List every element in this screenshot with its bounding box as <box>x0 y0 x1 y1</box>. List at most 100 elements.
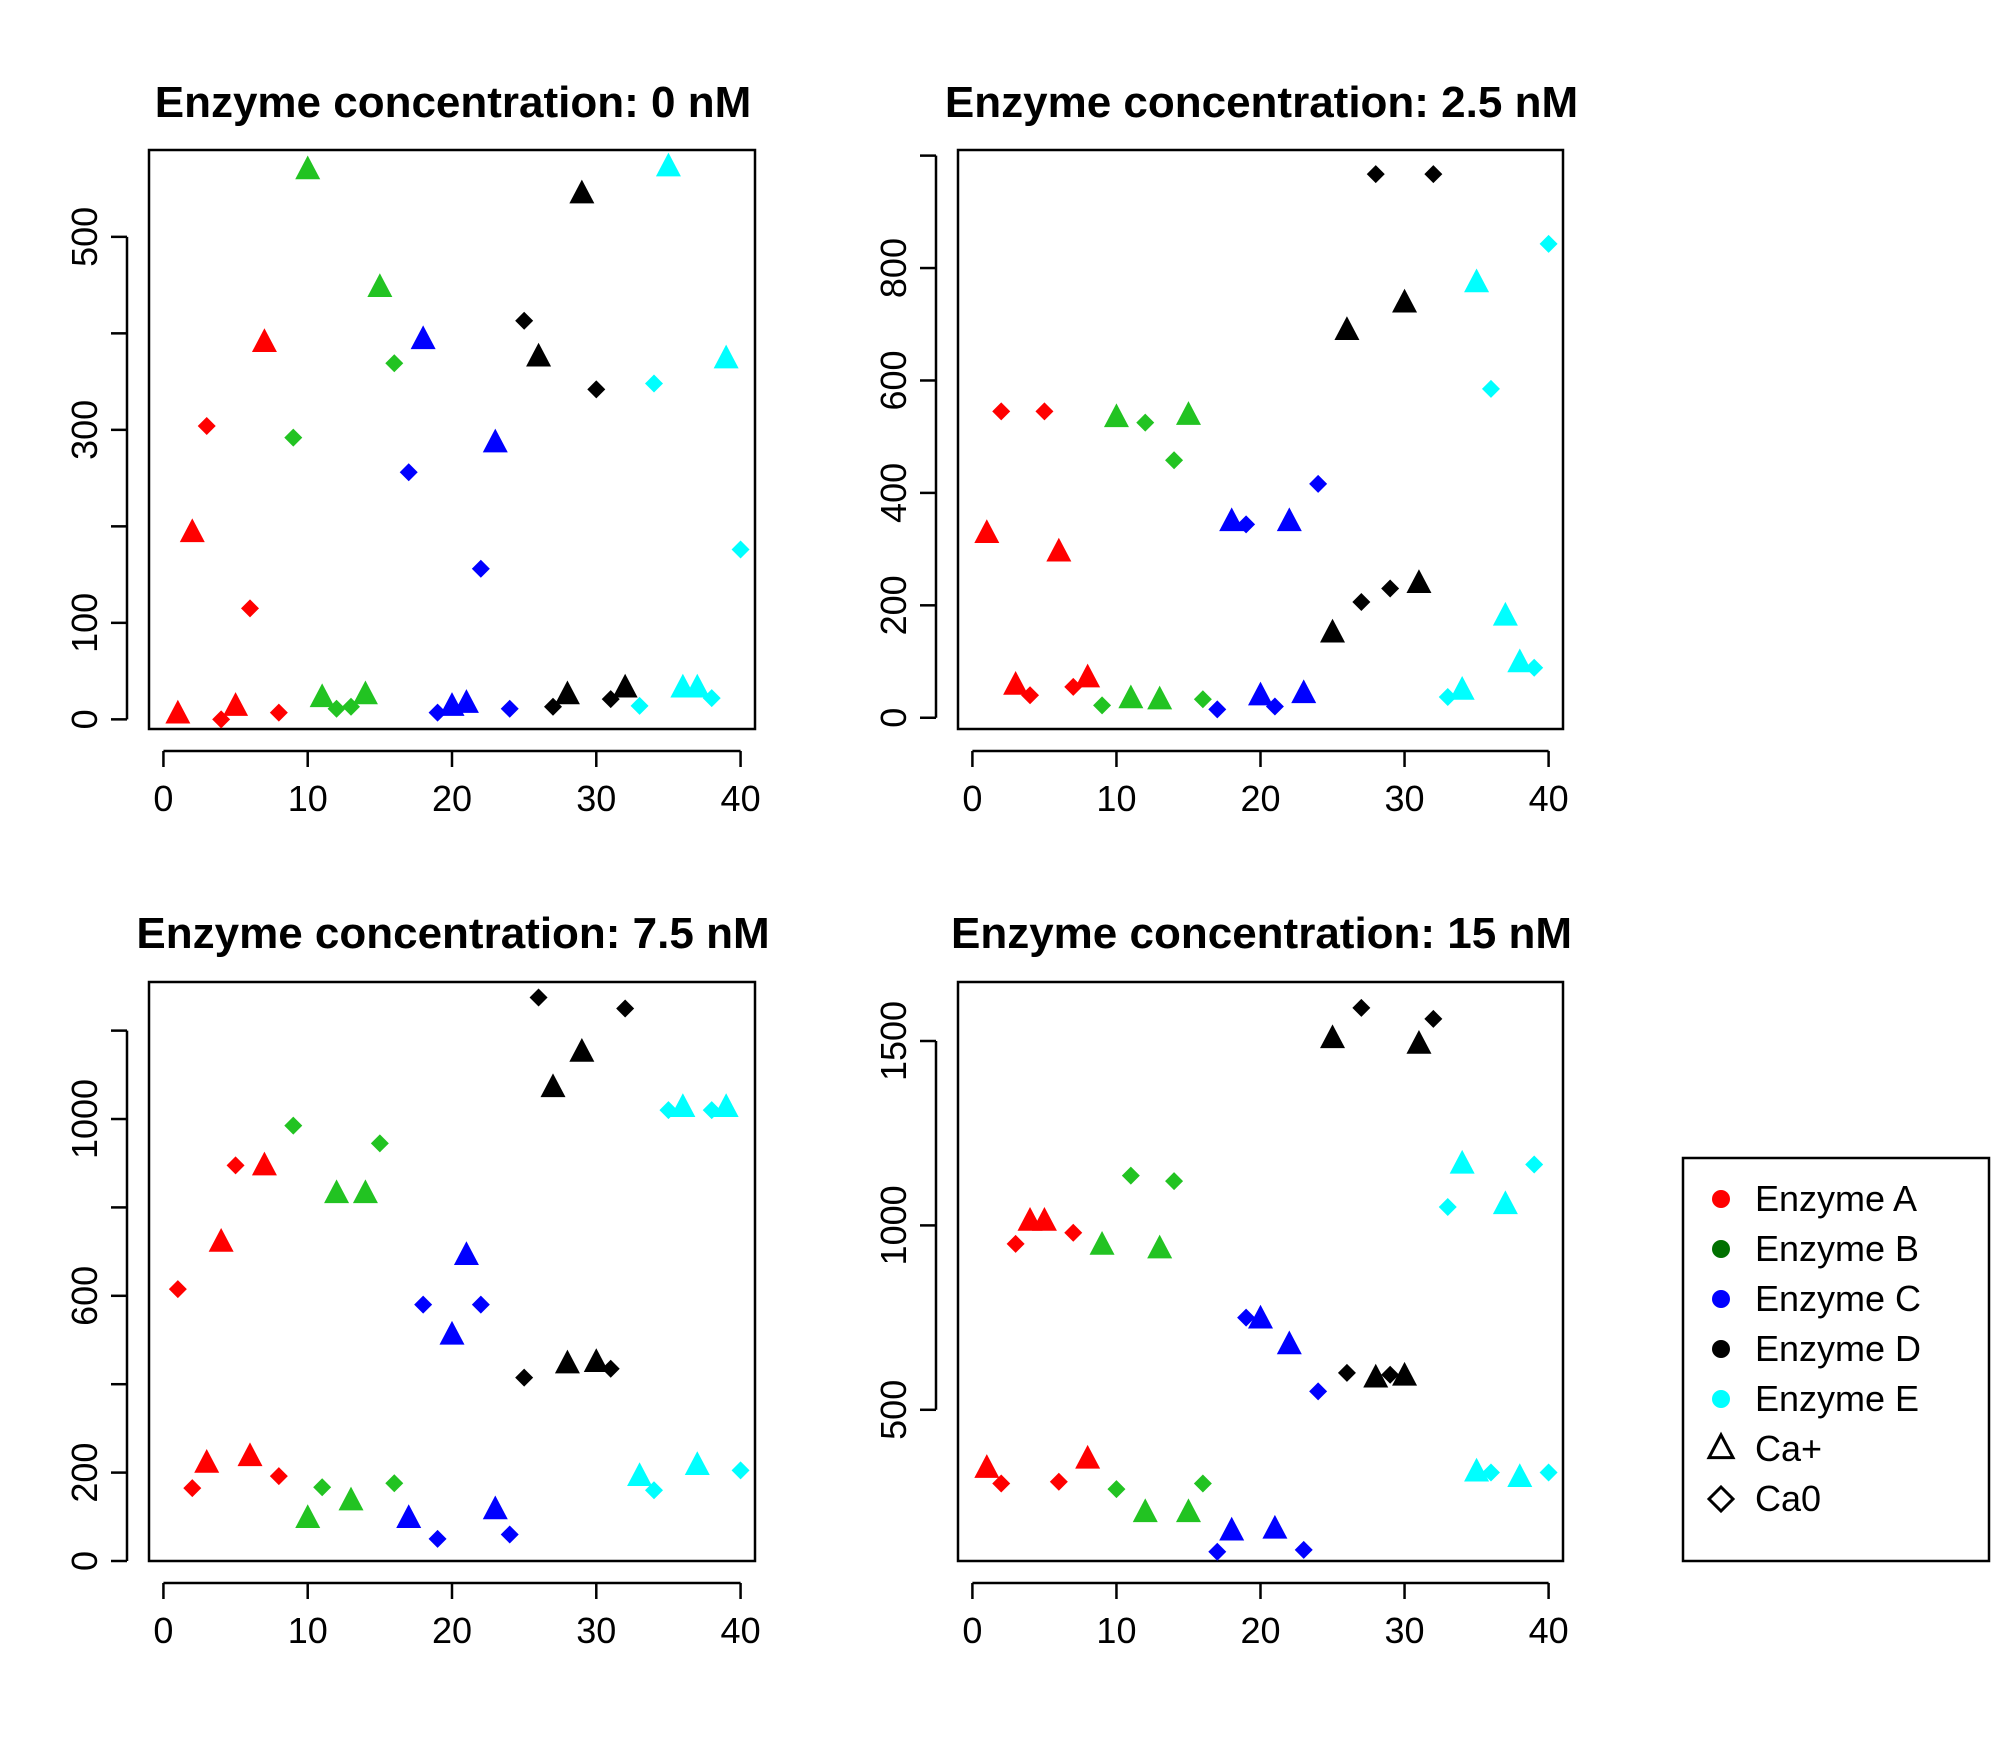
data-point-triangle <box>1147 685 1173 710</box>
data-point-triangle <box>655 152 681 177</box>
data-point-triangle <box>713 1093 739 1117</box>
data-point-diamond <box>515 1368 534 1387</box>
data-point-diamond <box>1064 1223 1083 1242</box>
data-point-diamond <box>428 1529 447 1548</box>
data-point-triangle <box>1175 1498 1201 1523</box>
data-point-diamond <box>269 703 288 722</box>
x-tick-label: 30 <box>1385 778 1425 819</box>
data-point-diamond <box>645 1481 663 1500</box>
data-point-triangle <box>295 155 321 180</box>
data-point-triangle <box>1291 679 1317 704</box>
legend-diamond-icon <box>1706 1484 1736 1514</box>
data-point-triangle <box>1118 684 1144 709</box>
data-point-triangle <box>974 1454 1000 1478</box>
data-point-diamond <box>1107 1480 1126 1499</box>
x-tick-label: 10 <box>1096 778 1136 819</box>
data-point-triangle <box>1175 401 1201 425</box>
data-point-diamond <box>992 1474 1011 1493</box>
data-point-diamond <box>1539 1463 1558 1482</box>
data-point-diamond <box>1352 592 1371 611</box>
data-point-diamond <box>1064 677 1083 696</box>
data-point-diamond <box>1438 687 1457 706</box>
data-point-triangle <box>526 342 552 367</box>
data-point-diamond <box>500 1525 519 1544</box>
data-point-diamond <box>515 311 534 330</box>
panel-1: Enzyme concentration: 0 nM 0 10 20 30 40 0 100 3… <box>64 78 761 819</box>
data-point-diamond <box>630 696 649 715</box>
data-point-triangle <box>237 1442 263 1467</box>
legend-label: Enzyme E <box>1755 1378 1919 1419</box>
y-tick-label: 0 <box>64 1551 105 1571</box>
data-point-triangle <box>612 673 638 698</box>
data-point-triangle <box>974 519 1000 543</box>
legend-dot-icon <box>1712 1190 1730 1208</box>
x-tick-label: 40 <box>1529 1610 1569 1651</box>
x-tick-label: 20 <box>432 1610 472 1651</box>
data-point-triangle <box>367 273 393 298</box>
data-point-diamond <box>1193 690 1212 709</box>
data-point-triangle <box>453 689 479 713</box>
data-point-diamond <box>1352 998 1371 1017</box>
plot-frame <box>147 148 757 731</box>
data-point-diamond <box>500 699 519 718</box>
data-point-triangle <box>251 328 277 353</box>
data-point-triangle <box>410 325 436 350</box>
legend-label: Enzyme C <box>1755 1278 1921 1319</box>
data-point-diamond <box>1525 658 1544 677</box>
data-point-diamond <box>702 689 721 708</box>
data-point-diamond <box>471 1295 490 1314</box>
data-point-triangle <box>1492 601 1518 626</box>
y-tick-label: 0 <box>873 708 914 728</box>
x-tick-label: 30 <box>1385 1610 1425 1651</box>
data-point-triangle <box>1492 1190 1518 1215</box>
data-point-diamond <box>1309 1382 1328 1401</box>
data-point-diamond <box>241 599 259 618</box>
panel-4: Enzyme concentration: 15 nM 0 10 20 30 40 500 1… <box>873 909 1572 1651</box>
data-point-triangle <box>1046 537 1072 562</box>
data-point-diamond <box>269 1467 288 1486</box>
data-point-diamond <box>1381 579 1400 598</box>
y-tick-label: 100 <box>64 593 105 653</box>
y-tick-label: 1000 <box>64 1079 105 1159</box>
x-tick-label: 40 <box>1529 778 1569 819</box>
data-point-triangle <box>1003 670 1029 695</box>
data-point-triangle <box>1132 1498 1158 1523</box>
data-point-diamond <box>428 703 447 722</box>
data-point-triangle <box>713 344 739 369</box>
data-point-triangle <box>1276 1330 1302 1355</box>
data-point-triangle <box>352 1179 378 1204</box>
x-tick-label: 20 <box>1240 778 1280 819</box>
data-point-triangle <box>208 1228 234 1252</box>
data-point-diamond <box>731 540 750 559</box>
data-point-triangle <box>540 1073 566 1098</box>
data-point-triangle <box>1075 1444 1101 1469</box>
legend-dot-icon <box>1712 1390 1730 1408</box>
y-tick-label: 1000 <box>873 1185 914 1265</box>
legend-dot-icon <box>1712 1340 1730 1358</box>
data-point-triangle <box>1276 507 1302 532</box>
legend-dot-icon <box>1712 1240 1730 1258</box>
data-point-diamond <box>183 1479 202 1498</box>
data-point-triangle <box>1406 569 1432 593</box>
data-point-triangle <box>1363 1363 1389 1388</box>
data-point-diamond <box>399 463 418 482</box>
data-point-diamond <box>414 1295 433 1314</box>
y-tick-label: 800 <box>873 238 914 298</box>
data-point-diamond <box>1309 474 1328 493</box>
data-point-diamond <box>1165 451 1184 470</box>
data-point-triangle <box>1147 1234 1173 1259</box>
data-point-diamond <box>370 1134 389 1153</box>
legend-label: Enzyme D <box>1755 1328 1921 1369</box>
x-tick-label: 10 <box>288 1610 328 1651</box>
y-tick-label: 600 <box>64 1266 105 1326</box>
legend-label: Enzyme B <box>1755 1228 1919 1269</box>
data-point-diamond <box>1035 402 1054 421</box>
data-point-diamond <box>645 374 663 393</box>
data-point-triangle <box>1507 648 1533 673</box>
data-point-diamond <box>1237 515 1256 534</box>
data-point-triangle <box>1320 1024 1346 1049</box>
data-point-diamond <box>731 1461 750 1480</box>
data-point-diamond <box>1481 379 1500 398</box>
panel-title: Enzyme concentration: 2.5 nM <box>945 78 1578 127</box>
